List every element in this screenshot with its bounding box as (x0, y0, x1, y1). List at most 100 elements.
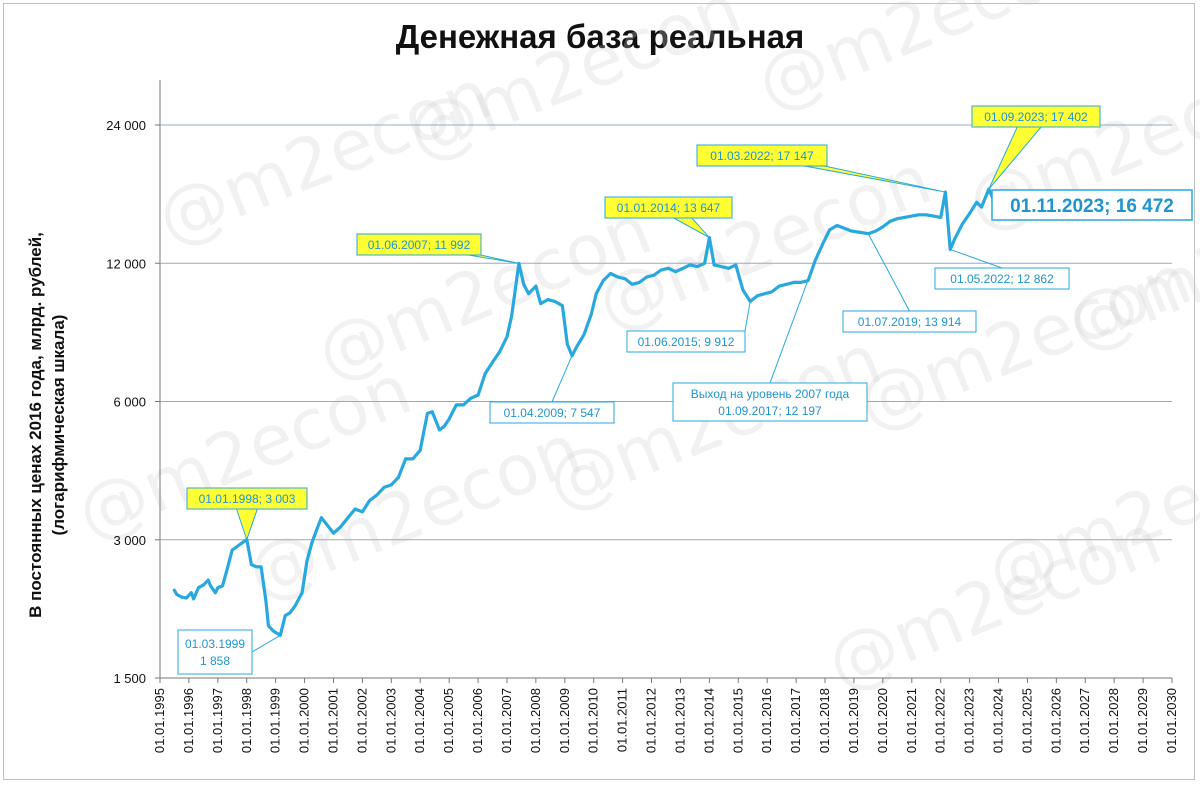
data-point (792, 281, 796, 284)
data-point (924, 213, 928, 217)
x-tick-label: 01.01.2022 (933, 688, 948, 753)
x-tick-label: 01.01.2005 (441, 688, 456, 753)
data-point (447, 417, 451, 421)
x-tick-label: 01.01.2028 (1106, 688, 1121, 753)
x-tick-label: 01.01.2003 (383, 688, 398, 753)
data-point (652, 273, 656, 277)
x-tick-label: 01.01.2014 (701, 688, 716, 753)
data-point (741, 288, 745, 292)
x-tick-label: 01.01.2019 (846, 688, 861, 753)
callout-text: 01.06.2015; 9 912 (638, 335, 735, 349)
annotation-callout: 01.01.1998; 3 003 (186, 487, 308, 542)
data-point (638, 281, 641, 284)
data-point (288, 611, 292, 615)
data-point (609, 272, 612, 275)
data-point (582, 332, 586, 336)
callout-text: 01.03.2022; 17 147 (710, 149, 814, 163)
data-point (476, 393, 480, 397)
data-point (240, 541, 244, 545)
callout-box (489, 401, 615, 424)
data-point (483, 372, 487, 376)
data-point (953, 236, 957, 240)
data-point (192, 597, 196, 601)
y-tick-label: 3 000 (113, 533, 146, 548)
data-point (293, 604, 297, 608)
callout-leader (744, 301, 751, 332)
chart-title: Денежная база реальная (395, 18, 805, 55)
data-point (324, 522, 328, 526)
callout-box (842, 310, 977, 333)
data-point (770, 290, 774, 294)
data-point (575, 345, 579, 349)
x-tick-label: 01.01.2006 (470, 688, 485, 753)
x-tick-label: 01.01.1996 (181, 688, 196, 753)
data-point (688, 263, 692, 267)
data-point (353, 507, 357, 511)
x-tick-label: 01.01.2004 (412, 688, 427, 753)
data-point (712, 263, 716, 267)
callout-leader (867, 233, 910, 312)
y-tick-label: 1 500 (113, 671, 146, 686)
callout-box (971, 105, 1101, 128)
annotation-callout: 01.11.2023; 16 472 (991, 189, 1193, 221)
callout-text: 01.05.2022; 12 862 (950, 272, 1054, 286)
data-point (589, 312, 593, 316)
data-point (666, 266, 670, 270)
callout-box (934, 267, 1070, 290)
data-point (821, 242, 824, 246)
data-point (259, 565, 263, 569)
data-point (214, 591, 217, 595)
x-tick-label: 01.01.1995 (152, 688, 167, 753)
data-point (975, 200, 979, 204)
data-point (389, 483, 393, 487)
data-point (498, 350, 502, 354)
data-point (438, 428, 441, 432)
data-point (510, 314, 514, 318)
x-tick-label: 01.01.2015 (730, 688, 745, 753)
data-point (903, 216, 906, 219)
data-point (719, 265, 723, 269)
data-point (201, 583, 205, 587)
data-point (320, 516, 323, 520)
callout-box (356, 233, 482, 256)
callout-leader (551, 355, 573, 403)
annotation-callout: 01.09.2023; 17 402 (971, 105, 1101, 190)
data-point (454, 403, 458, 407)
callout-leader (950, 248, 1003, 269)
data-point (430, 410, 434, 414)
data-point (980, 205, 983, 209)
y-tick-label: 12 000 (106, 256, 146, 271)
annotation-callout: Выход на уровень 2007 года 01.09.2017; 12… (672, 259, 868, 422)
annotation-callout: 01.06.2007; 11 992 (356, 233, 520, 264)
data-point (172, 588, 176, 592)
callout-text: 01.01.2014; 13 647 (617, 201, 721, 215)
x-tick-label: 01.01.2020 (875, 688, 890, 753)
data-point (539, 302, 543, 306)
data-point (674, 270, 678, 274)
x-tick-label: 01.01.2017 (788, 688, 803, 753)
data-point (375, 493, 379, 497)
data-point (859, 231, 863, 234)
data-point (426, 412, 429, 415)
callout-text: 01.09.2023; 17 402 (984, 110, 1088, 124)
data-point (777, 284, 781, 288)
data-point (534, 284, 538, 288)
data-point (727, 266, 731, 270)
data-point (339, 525, 343, 529)
callout-text: 1 858 (200, 654, 230, 668)
data-point (546, 298, 550, 302)
data-point (594, 292, 598, 296)
x-tick-label: 01.01.2025 (1019, 688, 1034, 753)
x-tick-label: 01.01.2000 (297, 688, 312, 753)
data-point (250, 563, 253, 566)
data-point (695, 265, 699, 269)
annotation-callout: 01.01.2014; 13 647 (604, 196, 733, 239)
data-point (209, 584, 212, 588)
data-point (527, 292, 530, 296)
callout-box (626, 330, 746, 353)
x-tick-label: 01.01.2013 (672, 688, 687, 753)
data-point (346, 516, 350, 520)
data-point (180, 595, 184, 599)
callout-text: Выход на уровень 2007 года (691, 387, 850, 401)
